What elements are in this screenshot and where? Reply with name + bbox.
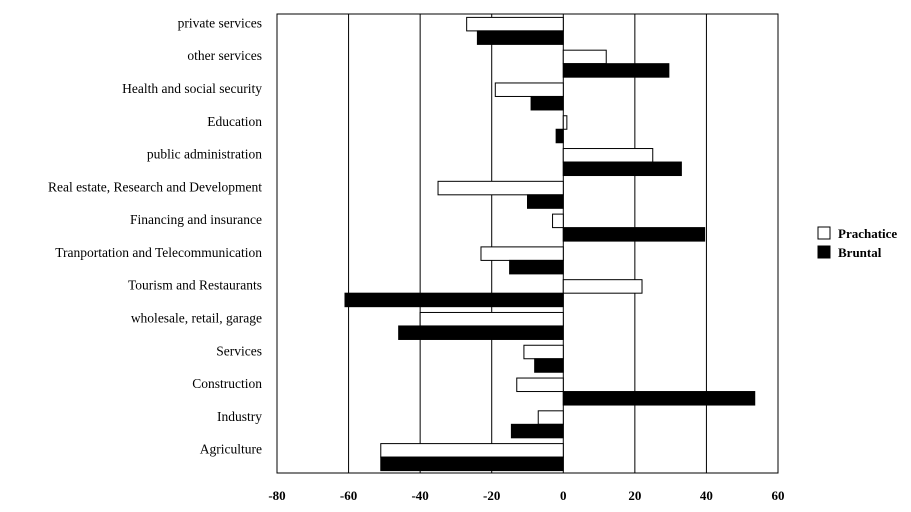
x-tick-label: 0 — [560, 488, 567, 503]
category-label: Health and social security — [122, 81, 262, 96]
bar-prachatice — [562, 49, 607, 65]
bar-prachatice — [552, 213, 564, 229]
bar-prachatice — [562, 115, 568, 130]
bar-bruntal — [380, 456, 564, 472]
bar-prachatice — [523, 344, 564, 360]
bar-bruntal — [562, 63, 670, 78]
bar-prachatice — [516, 377, 564, 393]
bar-bruntal — [476, 30, 564, 45]
bar-bruntal — [398, 325, 564, 340]
legend-label: Prachatice — [838, 226, 897, 241]
category-label: wholesale, retail, garage — [131, 310, 262, 325]
category-label: Industry — [217, 409, 262, 424]
category-label: Agriculture — [200, 442, 262, 457]
category-label: private services — [178, 15, 262, 30]
bar-prachatice — [380, 443, 564, 458]
bar-bruntal — [509, 259, 564, 275]
category-label: Services — [216, 343, 262, 358]
legend: Prachatice Bruntal — [817, 226, 897, 260]
legend-swatch — [817, 245, 831, 259]
bar-prachatice — [419, 311, 564, 327]
x-tick-label: -20 — [483, 488, 500, 503]
category-label: other services — [187, 48, 262, 63]
x-tick-label: -40 — [411, 488, 428, 503]
category-labels: private services other services Health and… — [48, 15, 262, 456]
bar-prachatice — [562, 148, 654, 163]
category-label: Construction — [192, 376, 262, 391]
bar-bruntal — [562, 227, 706, 242]
bar-bruntal — [530, 95, 564, 111]
bar-bruntal — [562, 391, 756, 406]
bar-prachatice — [537, 410, 564, 425]
x-tick-label: 20 — [628, 488, 641, 503]
category-label: Real estate, Research and Development — [48, 179, 262, 194]
legend-label: Bruntal — [838, 245, 882, 260]
category-label: Education — [207, 114, 262, 129]
bar-bruntal — [527, 194, 564, 209]
x-tick-label: -60 — [340, 488, 357, 503]
x-tick-label: 60 — [772, 488, 785, 503]
plot-frame — [276, 13, 779, 474]
bar-prachatice — [466, 16, 564, 32]
bar-bruntal — [510, 423, 564, 439]
category-label: public administration — [147, 147, 262, 162]
bar-bruntal — [534, 358, 564, 373]
x-tick-label: 40 — [700, 488, 713, 503]
bar-prachatice — [480, 246, 564, 261]
bar-prachatice — [562, 279, 643, 294]
legend-swatch — [817, 226, 831, 240]
category-label: Tranportation and Telecommunication — [55, 245, 262, 260]
bar-bruntal — [344, 292, 564, 308]
bar-prachatice — [494, 82, 564, 97]
x-tick-label: -80 — [268, 488, 285, 503]
bars — [344, 16, 756, 472]
category-label: Tourism and Restaurants — [128, 278, 262, 293]
x-tick-labels: -80 -60 -40 -20 0 20 40 60 — [268, 488, 784, 503]
bar-bruntal — [555, 128, 564, 144]
bar-prachatice — [437, 180, 564, 196]
bar-bruntal — [562, 161, 682, 177]
category-label: Financing and insurance — [130, 212, 262, 227]
